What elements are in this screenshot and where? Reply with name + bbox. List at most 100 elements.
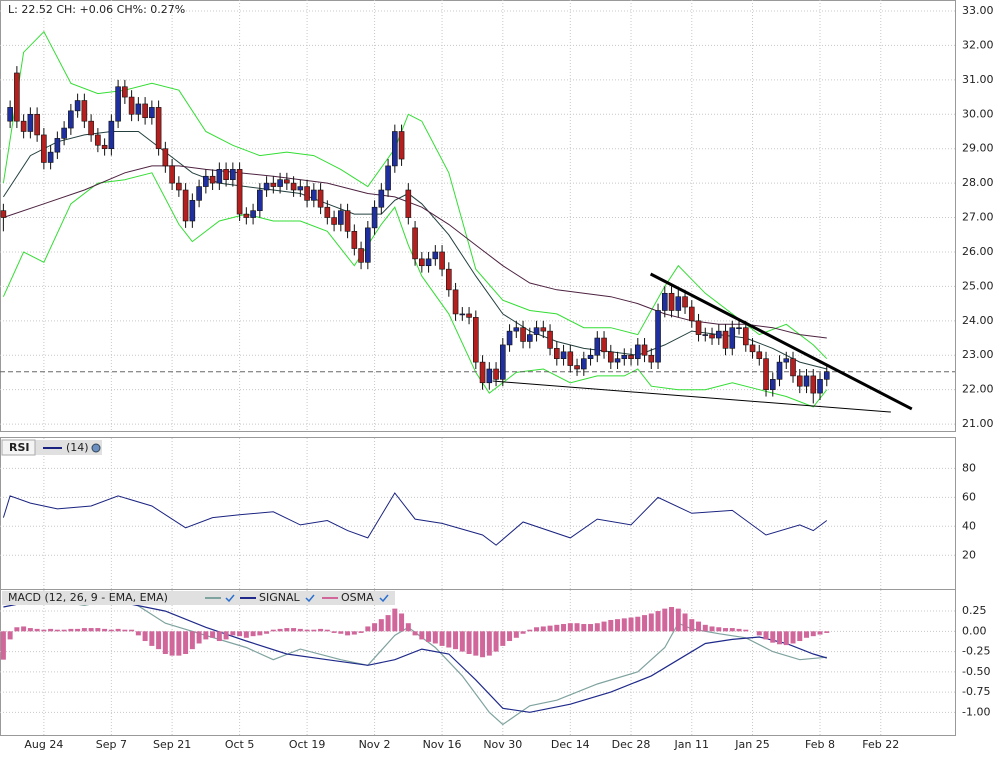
osma-bar bbox=[135, 631, 141, 636]
candle-body bbox=[641, 344, 648, 356]
osma-bar bbox=[810, 631, 816, 637]
candle-body bbox=[27, 113, 34, 132]
x-tick-label: Jan 11 bbox=[674, 738, 709, 751]
osma-bar bbox=[0, 631, 6, 660]
candle-body bbox=[425, 258, 432, 267]
y-tick-label: 30.00 bbox=[962, 107, 994, 120]
osma-bar bbox=[378, 619, 384, 632]
candle-body bbox=[736, 327, 742, 330]
candle-body bbox=[709, 334, 715, 339]
candle-body bbox=[749, 344, 756, 353]
osma-bar bbox=[513, 631, 519, 638]
x-tick-label: Nov 30 bbox=[483, 738, 522, 751]
trendline bbox=[492, 380, 891, 413]
candle-body bbox=[155, 107, 162, 150]
legend-checkbox[interactable] bbox=[379, 594, 389, 603]
osma-bar bbox=[675, 608, 681, 632]
osma-bar bbox=[736, 628, 742, 632]
osma-bar bbox=[473, 631, 479, 656]
marks bbox=[0, 30, 955, 726]
candle-body bbox=[412, 227, 418, 260]
candle-body bbox=[520, 327, 526, 342]
candle-body bbox=[648, 354, 655, 363]
candle-body bbox=[54, 138, 61, 153]
candle-body bbox=[270, 182, 277, 187]
osma-bar bbox=[223, 631, 229, 640]
osma-bar bbox=[655, 611, 661, 632]
osma-bar bbox=[500, 631, 506, 646]
candle-body bbox=[68, 110, 74, 129]
candle-body bbox=[196, 186, 202, 201]
x-tick-label: Dec 28 bbox=[612, 738, 651, 751]
osma-bar bbox=[507, 631, 513, 642]
osma-bar bbox=[108, 629, 114, 632]
osma-bar bbox=[763, 631, 769, 640]
candle-body bbox=[203, 175, 209, 187]
osma-bar bbox=[14, 627, 20, 632]
candle-body bbox=[574, 365, 580, 370]
osma-bar bbox=[547, 625, 553, 632]
y-tick-label: -1.00 bbox=[962, 705, 990, 718]
osma-bar bbox=[743, 629, 749, 632]
osma-bar bbox=[75, 628, 81, 632]
osma-bar bbox=[817, 631, 823, 635]
osma-bar bbox=[702, 624, 708, 632]
osma-bar bbox=[662, 608, 668, 632]
osma-bar bbox=[520, 631, 526, 634]
candle-body bbox=[311, 189, 317, 201]
candle-body bbox=[614, 358, 621, 363]
candle-body bbox=[533, 327, 540, 335]
osma-bar bbox=[162, 631, 168, 654]
candle-body bbox=[263, 182, 270, 191]
candle-body bbox=[607, 351, 614, 363]
x-tick-label: Aug 24 bbox=[24, 738, 63, 751]
candle-body bbox=[61, 127, 67, 139]
candle-body bbox=[398, 131, 405, 160]
x-tick-label: Jan 25 bbox=[734, 738, 769, 751]
candle-body bbox=[803, 375, 810, 387]
osma-bar bbox=[459, 631, 465, 652]
candle-body bbox=[493, 368, 499, 380]
osma-bar bbox=[372, 623, 378, 632]
osma-bar bbox=[588, 624, 594, 632]
osma-bar bbox=[284, 628, 290, 632]
candle-body bbox=[783, 358, 790, 363]
osma-bar bbox=[399, 613, 405, 632]
candle-body bbox=[628, 354, 634, 359]
candle-body bbox=[439, 251, 445, 270]
candle-body bbox=[230, 169, 236, 180]
legend-label: SIGNAL bbox=[259, 591, 301, 604]
y-tick-label: 21.00 bbox=[962, 417, 994, 430]
legend-checkbox[interactable] bbox=[305, 594, 315, 603]
osma-bar bbox=[358, 631, 364, 633]
osma-bar bbox=[189, 631, 195, 650]
candle-body bbox=[324, 206, 331, 218]
candle-body bbox=[209, 175, 216, 184]
x-tick-label: Oct 5 bbox=[225, 738, 255, 751]
osma-bar bbox=[243, 631, 249, 638]
candle-body bbox=[128, 96, 135, 115]
candle-body bbox=[0, 210, 7, 218]
osma-bar bbox=[783, 631, 789, 646]
candle-body bbox=[695, 320, 702, 335]
candle-body bbox=[176, 182, 182, 191]
candle-body bbox=[344, 210, 351, 232]
osma-bar bbox=[331, 631, 337, 633]
candle-body bbox=[459, 313, 466, 316]
osma-bar bbox=[54, 629, 60, 632]
settings-icon[interactable] bbox=[91, 443, 101, 453]
candle-body bbox=[290, 182, 297, 191]
candle-body bbox=[135, 103, 142, 115]
osma-bar bbox=[405, 623, 411, 632]
candle-body bbox=[810, 375, 817, 394]
candle-body bbox=[601, 337, 607, 353]
osma-bar bbox=[216, 631, 222, 642]
osma-bar bbox=[318, 628, 324, 632]
osma-bar bbox=[95, 628, 101, 632]
candle-body bbox=[392, 131, 398, 167]
candle-body bbox=[142, 103, 148, 119]
legend-checkbox[interactable] bbox=[225, 594, 235, 603]
candle-body bbox=[500, 344, 506, 380]
y-tick-label: 27.00 bbox=[962, 211, 994, 224]
candle-body bbox=[101, 144, 108, 150]
